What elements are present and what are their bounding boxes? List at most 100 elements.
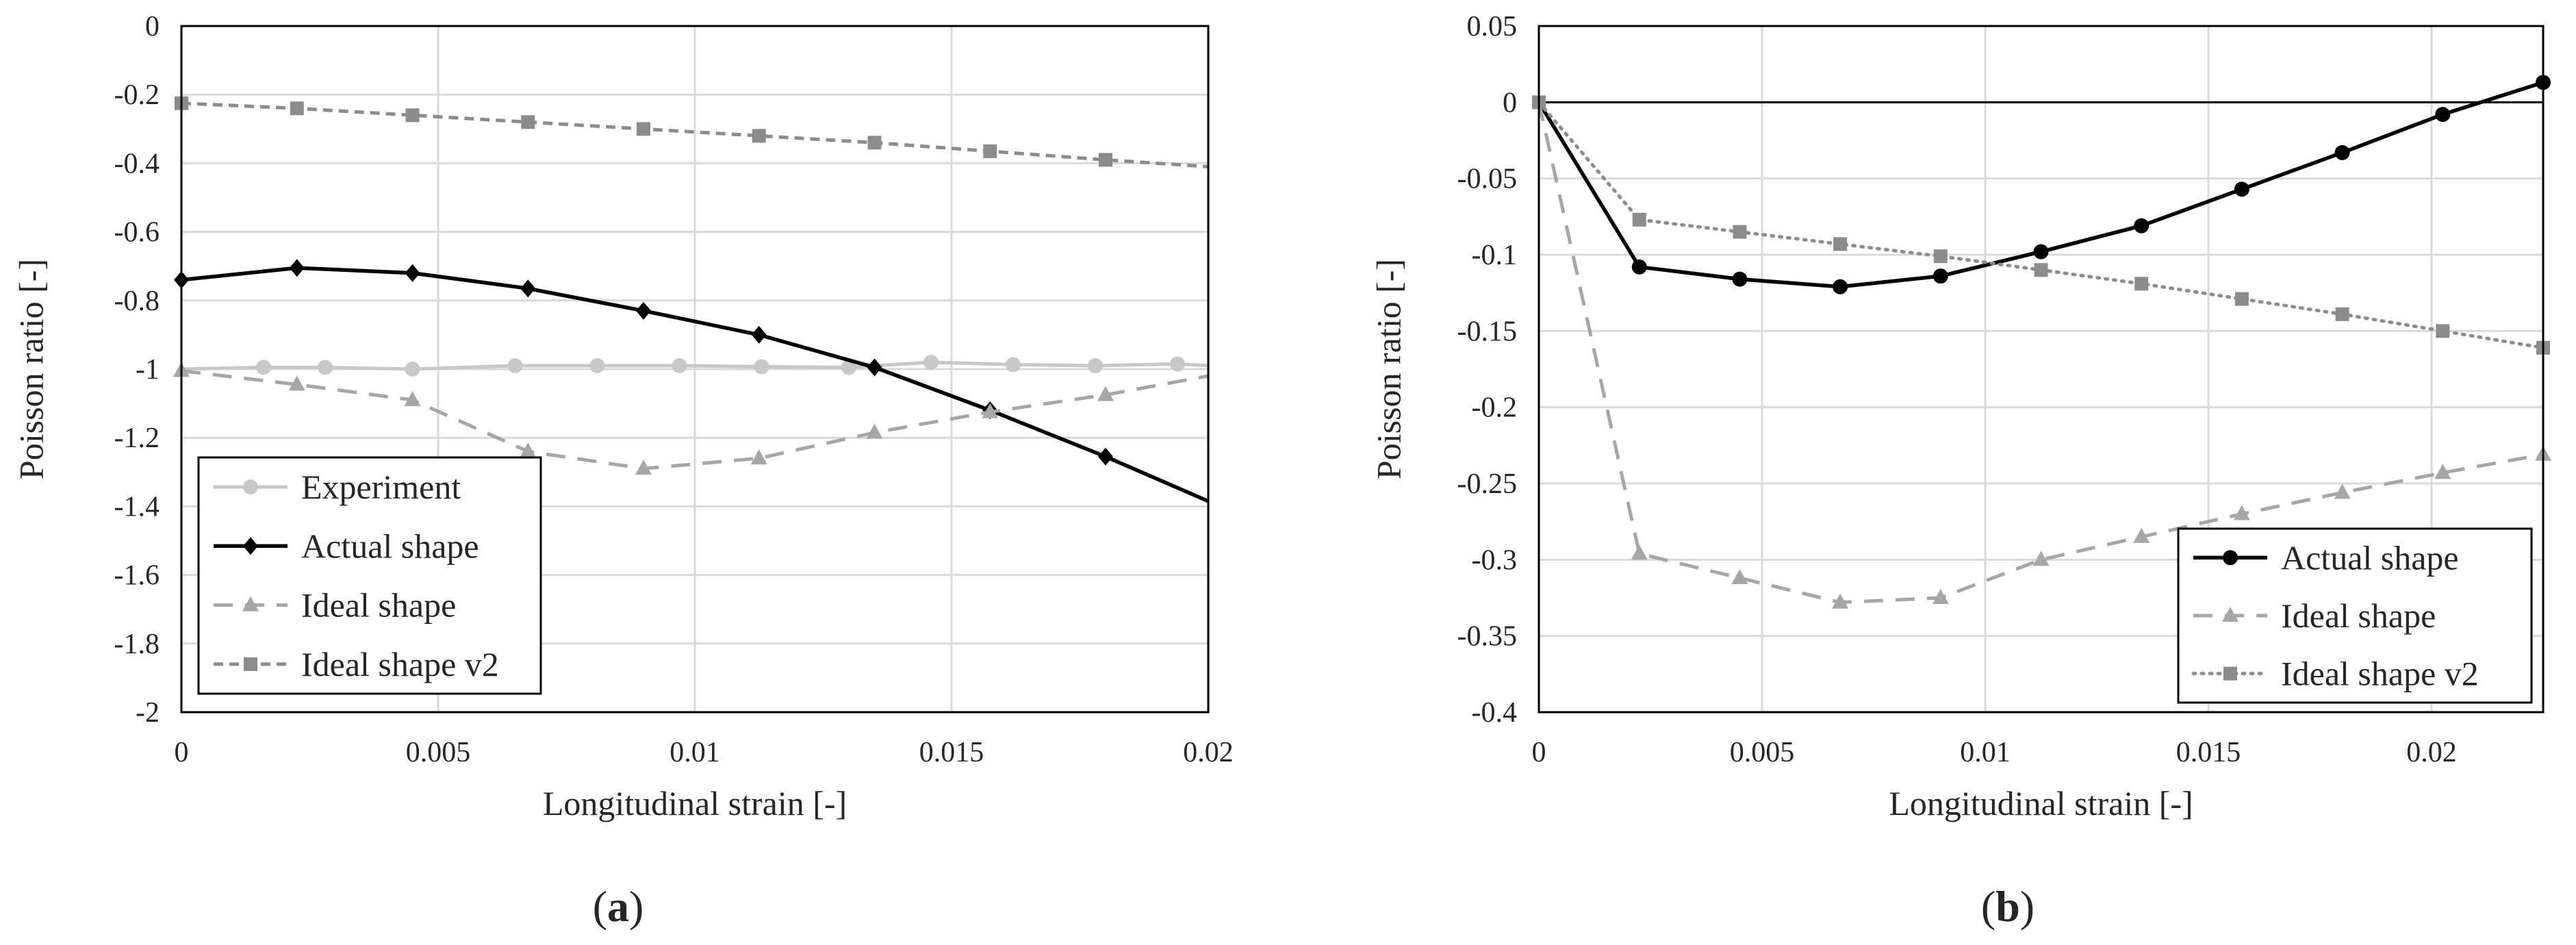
data-point xyxy=(1732,271,1748,287)
data-point xyxy=(841,360,856,375)
series-line xyxy=(1537,100,2545,350)
data-point xyxy=(752,129,766,143)
x-tick-label: 0.02 xyxy=(1183,737,1234,768)
data-point xyxy=(405,108,420,123)
series-line xyxy=(181,369,1209,470)
data-point xyxy=(507,357,523,373)
x-tick-label: 0.01 xyxy=(1960,737,2011,768)
x-axis-title: Longitudinal strain [-] xyxy=(1889,784,2193,822)
legend-label: Ideal shape v2 xyxy=(301,645,499,683)
series-ideal-shape-v2 xyxy=(1532,95,2550,355)
data-point xyxy=(520,279,536,298)
data-point xyxy=(1933,268,1948,284)
data-point xyxy=(1833,237,1848,251)
data-point xyxy=(866,423,883,439)
series-experiment xyxy=(181,354,1209,377)
plot-area-border xyxy=(1538,25,2545,714)
data-point xyxy=(256,360,271,375)
data-point xyxy=(923,354,939,370)
legend-swatch-marker xyxy=(243,479,258,495)
data-point xyxy=(289,259,305,277)
y-tick-label: -1.2 xyxy=(114,423,160,454)
series-group xyxy=(173,96,1210,503)
plot-area-border xyxy=(180,25,1210,714)
x-tick-label: 0.02 xyxy=(2406,737,2457,768)
panel-label: (a) xyxy=(593,882,644,931)
legend-swatch-marker xyxy=(2222,607,2239,622)
series-line xyxy=(181,266,1210,503)
data-point xyxy=(2034,263,2048,277)
data-point xyxy=(983,144,997,158)
data-point xyxy=(589,357,605,373)
data-point xyxy=(982,403,999,418)
data-point xyxy=(2435,107,2451,123)
data-point xyxy=(405,362,420,377)
y-tick-label: -0.15 xyxy=(1457,316,1518,347)
data-point xyxy=(637,122,650,136)
x-tick-label: 0 xyxy=(1532,737,1546,768)
x-tick-label: 0.01 xyxy=(669,737,720,768)
legend-item: Ideal shape xyxy=(214,586,456,625)
data-point xyxy=(2233,505,2250,520)
x-tick-label: 0.015 xyxy=(919,737,984,768)
data-point xyxy=(404,391,421,407)
data-point xyxy=(2436,324,2450,338)
data-point xyxy=(672,357,687,373)
data-point xyxy=(2335,307,2349,321)
series-line xyxy=(181,101,1209,168)
data-point xyxy=(1097,386,1114,401)
data-point xyxy=(2334,144,2350,160)
legend-swatch-marker xyxy=(2223,550,2238,566)
legend-item: Ideal shape v2 xyxy=(2191,655,2479,693)
legend-swatch-marker xyxy=(243,537,258,555)
legend-label: Ideal shape v2 xyxy=(2281,655,2479,693)
legend-label: Actual shape xyxy=(301,527,479,565)
legend: Actual shape Ideal shape Ideal shape v2 xyxy=(2177,527,2533,704)
data-point xyxy=(318,360,333,375)
data-point xyxy=(1833,279,1848,294)
chart-panel-a: 0 0.005 0.01 0.015 0.02 0 -0.2 -0.4 -0.6 -0.8 -1 -1… xyxy=(12,11,1234,931)
data-point xyxy=(2133,527,2150,543)
data-point xyxy=(1098,447,1113,466)
y-tick-label: -0.2 xyxy=(114,79,160,111)
y-tick-label: -0.1 xyxy=(1472,240,1518,271)
data-point xyxy=(1832,593,1849,609)
legend-item: Experiment xyxy=(214,468,461,506)
data-point xyxy=(1733,225,1747,239)
y-tick-label: -1.6 xyxy=(114,560,160,592)
legend-swatch-marker xyxy=(244,657,257,671)
legend-label: Experiment xyxy=(301,468,461,506)
data-point xyxy=(750,449,767,465)
data-point xyxy=(2032,551,2050,566)
x-tick-label: 0.005 xyxy=(1730,737,1795,768)
data-point xyxy=(2334,483,2351,499)
y-tick-label: -2 xyxy=(136,697,160,729)
legend-label: Actual shape xyxy=(2281,538,2459,577)
x-tick-label: 0.015 xyxy=(2176,737,2241,768)
series-actual-shape xyxy=(174,259,1210,503)
y-tick-label: -1.8 xyxy=(114,629,160,660)
legend-item: Actual shape xyxy=(2193,538,2459,577)
y-tick-label: 0 xyxy=(145,11,160,42)
data-point xyxy=(290,101,304,116)
y-tick-label: -1.4 xyxy=(114,491,160,522)
data-point xyxy=(2234,292,2249,306)
legend-box xyxy=(197,456,542,695)
y-tick-label: -0.35 xyxy=(1457,621,1518,653)
x-tick-label: 0.005 xyxy=(406,737,471,768)
data-point xyxy=(520,442,537,458)
data-point xyxy=(2134,218,2150,234)
data-point xyxy=(1631,259,1647,275)
y-tick-label: -1 xyxy=(136,354,160,386)
legend-item: Actual shape xyxy=(214,527,479,565)
data-point xyxy=(521,115,535,129)
legend-item: Ideal shape v2 xyxy=(214,645,499,683)
panel-label: (b) xyxy=(1981,882,2035,931)
data-point xyxy=(1932,589,1949,604)
data-point xyxy=(867,358,882,377)
legend: Experiment Actual shape Ideal shape Ideal s… xyxy=(197,456,542,695)
y-tick-label: 0 xyxy=(1503,87,1517,118)
data-point xyxy=(1631,544,1648,560)
y-tick-label: 0.05 xyxy=(1467,11,1518,42)
